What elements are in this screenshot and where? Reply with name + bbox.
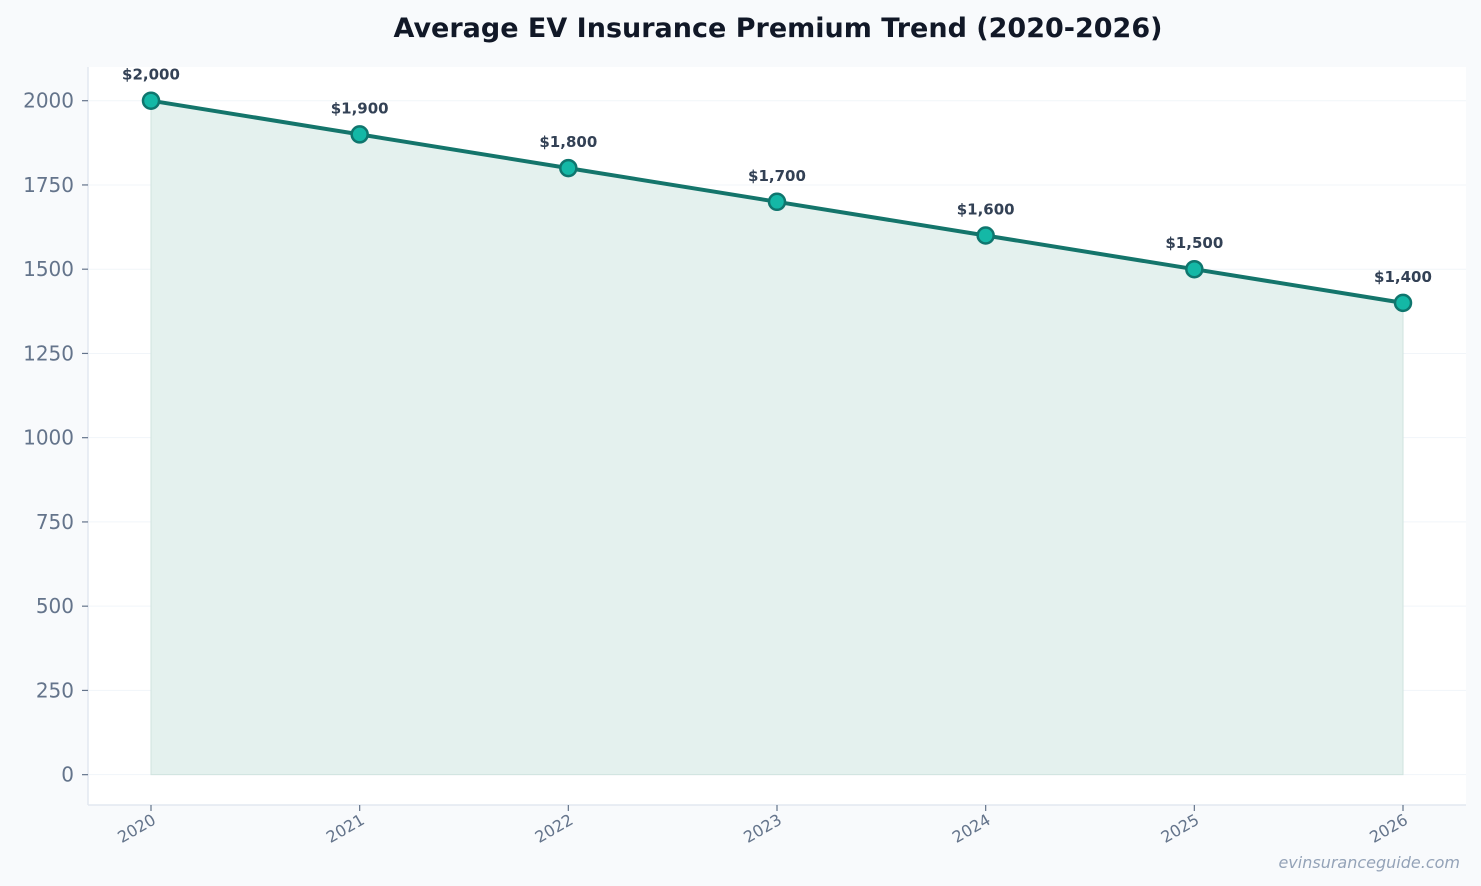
marker-2022 xyxy=(559,158,578,178)
data-label-2023: $1,700 xyxy=(748,167,806,185)
data-label-2022: $1,800 xyxy=(539,133,597,151)
y-tick-label-1250: 1250 xyxy=(23,341,74,365)
data-labels: $2,000 $1,900 $1,800 $1,700 $1,600 $1,500 $1,4… xyxy=(122,66,1432,286)
data-label-2021: $1,900 xyxy=(331,99,389,117)
y-axis-ticks: 0 250 500 750 1000 1250 1500 1750 2000 xyxy=(23,89,88,787)
y-tick-label-1500: 1500 xyxy=(23,257,74,281)
data-label-2024: $1,600 xyxy=(957,200,1015,218)
y-tick-label-2000: 2000 xyxy=(23,89,74,113)
marker-2024 xyxy=(976,226,995,245)
y-tick-label-1000: 1000 xyxy=(23,426,74,450)
watermark: evinsuranceguide.com xyxy=(1278,853,1460,872)
y-tick-label-250: 250 xyxy=(36,678,74,702)
marker-2025 xyxy=(1185,259,1204,279)
data-label-2026: $1,400 xyxy=(1374,268,1432,286)
data-label-2020: $2,000 xyxy=(122,66,180,84)
y-tick-label-750: 750 xyxy=(36,510,74,534)
y-tick-label-1750: 1750 xyxy=(23,173,74,197)
marker-2021 xyxy=(350,125,369,144)
data-markers xyxy=(141,91,1413,313)
y-tick-label-0: 0 xyxy=(61,763,74,787)
marker-2020 xyxy=(141,91,161,110)
data-label-2025: $1,500 xyxy=(1165,234,1223,252)
y-tick-label-500: 500 xyxy=(36,594,74,618)
chart-title: Average EV Insurance Premium Trend (2020… xyxy=(394,13,1163,44)
marker-2026 xyxy=(1393,293,1413,313)
marker-2023 xyxy=(767,192,787,212)
